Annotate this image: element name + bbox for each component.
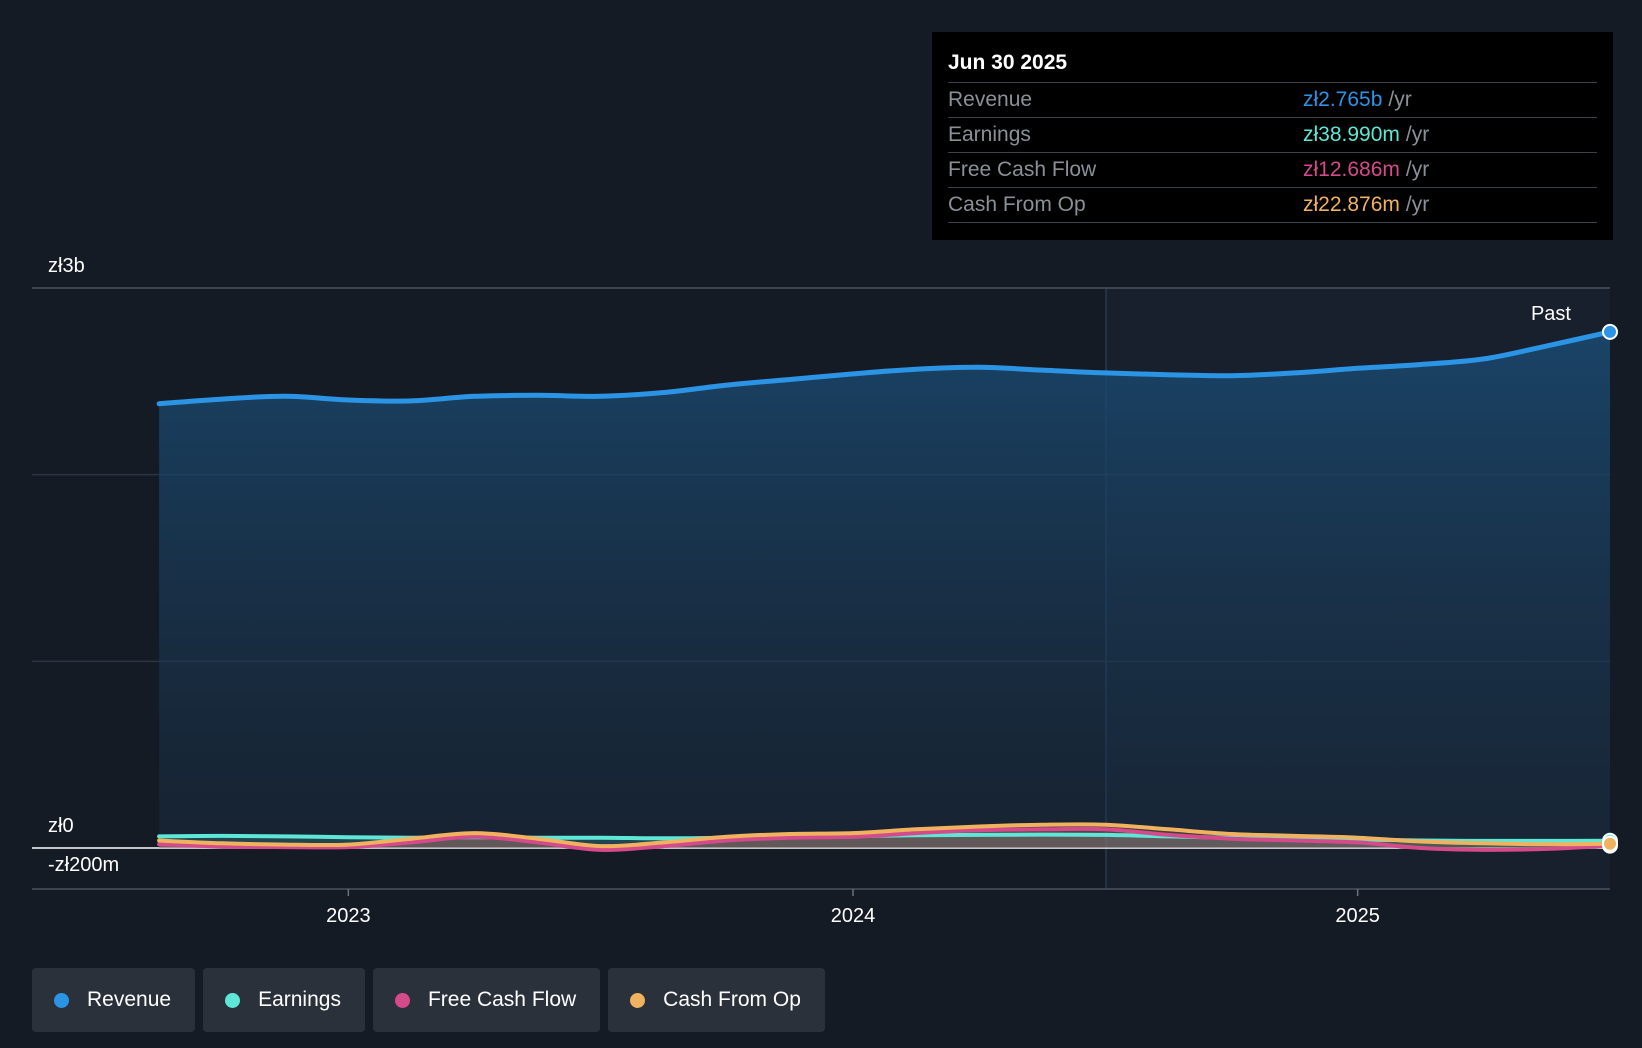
past-label: Past [1531,303,1571,325]
legend-item-revenue[interactable]: Revenue [32,968,196,1032]
tooltip-row-free-cash-flow: Free Cash Flow zł12.686m/yr [948,153,1597,188]
tooltip-panel: Jun 30 2025 Revenue zł2.765b/yr Earnings zł… [932,32,1613,240]
x-axis-labels: 2023 2024 2025 [326,905,1380,927]
tooltip-rows: Revenue zł2.765b/yr Earnings zł38.990m/yr Fr… [948,83,1597,223]
y-tick-label: -zł200m [48,854,119,876]
tooltip-unit: /yr [1405,123,1430,146]
tooltip-unit: /yr [1405,158,1430,181]
legend-item-earnings[interactable]: Earnings [203,968,365,1032]
series-areas [159,331,1611,850]
tooltip-row-cash-from-op: Cash From Op zł22.876m/yr [948,188,1597,223]
revenue-end-point [1602,323,1618,340]
legend-dot-icon [394,992,410,1008]
free-cash-flow-area [159,828,1611,850]
tooltip-value: zł38.990m [1303,123,1400,146]
legend-dot-icon [225,992,241,1008]
tooltip-row-revenue: Revenue zł2.765b/yr [948,83,1597,118]
y-tick-label: zł0 [48,815,74,837]
legend-dot-icon [54,992,69,1008]
tooltip-unit: /yr [1388,88,1412,111]
x-tick-label: 2024 [831,905,876,927]
end-markers [1602,323,1618,854]
y-axis-labels: zł3b zł0 -zł200m [48,255,119,876]
cash-from-op-line [157,822,1612,849]
x-tick-label: 2025 [1335,905,1380,927]
tooltip-date: Jun 30 2025 [948,44,1597,83]
tooltip-value: zł2.765b [1303,88,1383,111]
free-cash-flow-line [157,826,1612,852]
tooltip-label: Earnings [948,123,1031,146]
legend-label: Revenue [87,988,172,1011]
x-tick-label: 2023 [326,905,371,927]
tooltip-row-earnings: Earnings zł38.990m/yr [948,118,1597,153]
tooltip-label: Cash From Op [948,193,1086,216]
cash-from-op-end-point [1602,835,1618,852]
legend-dot-icon [630,992,646,1008]
legend-label: Cash From Op [663,988,801,1011]
legend-item-free-cash-flow[interactable]: Free Cash Flow [372,968,601,1032]
legend: Revenue Earnings Free Cash Flow Cash From O… [32,968,833,1032]
revenue-area [159,331,1611,848]
legend-label: Earnings [258,988,341,1011]
series-lines [156,329,1613,852]
legend-label: Free Cash Flow [427,988,577,1011]
tooltip-label: Free Cash Flow [948,158,1097,181]
tooltip-value: zł12.686m [1303,158,1400,181]
tooltip-unit: /yr [1405,193,1430,216]
y-tick-label: zł3b [48,255,85,277]
legend-item-cash-from-op[interactable]: Cash From Op [608,968,825,1032]
revenue-line [156,329,1613,407]
tooltip-label: Revenue [948,88,1033,111]
tooltip-value: zł22.876m [1303,193,1400,216]
